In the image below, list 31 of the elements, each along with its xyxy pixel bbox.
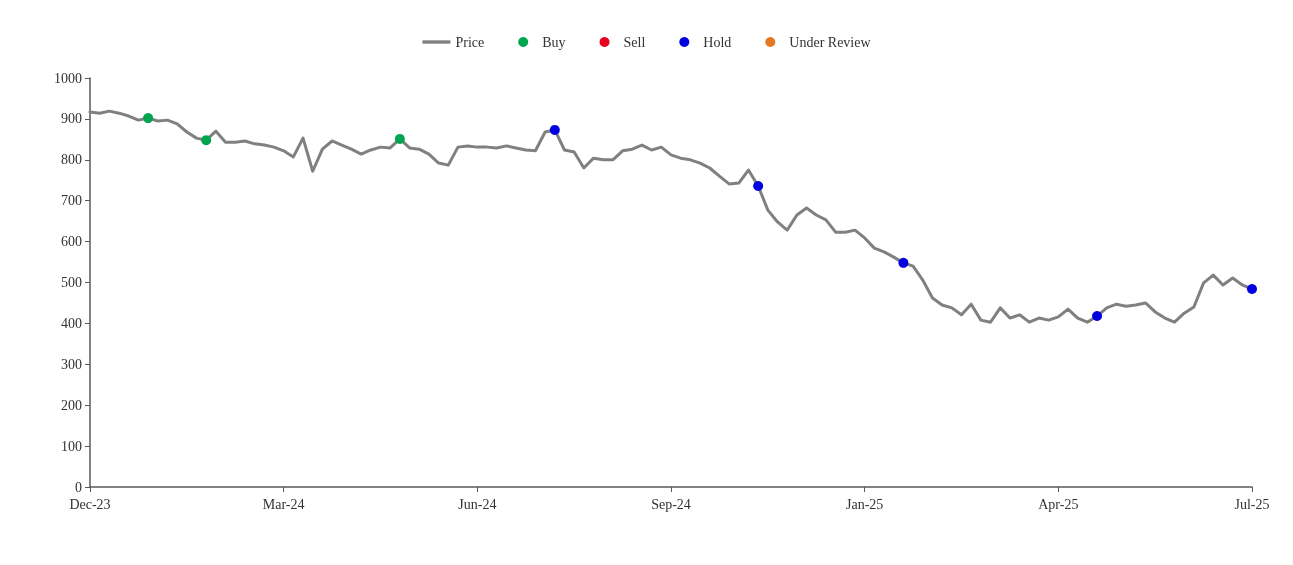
- y-tick-label: 700: [61, 193, 82, 209]
- x-tick-label: Jun-24: [458, 496, 497, 512]
- y-tick-label: 200: [61, 397, 82, 413]
- point: [753, 180, 764, 191]
- point: [898, 257, 909, 268]
- y-tick-label: 1000: [54, 70, 82, 86]
- y-tick-label: 600: [61, 234, 82, 250]
- x-tick-label: Mar-24: [262, 496, 305, 512]
- y-tick-label: 100: [61, 438, 82, 454]
- y-tick-label: 400: [61, 315, 82, 331]
- point: [394, 133, 405, 144]
- x-tick-label: Sep-24: [651, 496, 691, 512]
- legend-label: Under Review: [789, 34, 872, 50]
- legend-label: Price: [455, 34, 485, 50]
- y-tick-label: 300: [61, 356, 82, 372]
- y-tick-label: 900: [61, 111, 82, 127]
- x-tick-label: Jul-25: [1234, 496, 1270, 512]
- y-tick-label: 0: [75, 479, 82, 495]
- point: [1247, 284, 1257, 295]
- y-tick-label: 800: [61, 152, 82, 168]
- y-tick-label: 500: [61, 275, 82, 290]
- x-tick-label: Dec-23: [69, 496, 111, 512]
- point: [143, 113, 154, 124]
- point: [549, 124, 560, 135]
- x-tick-label: Apr-25: [1038, 496, 1079, 512]
- x-tick-label: Jan-25: [846, 496, 884, 512]
- legend-label: Hold: [703, 34, 732, 50]
- point: [1092, 311, 1103, 322]
- point: [201, 135, 212, 146]
- legend-label: Buy: [542, 34, 566, 50]
- legend-label: Sell: [623, 34, 646, 50]
